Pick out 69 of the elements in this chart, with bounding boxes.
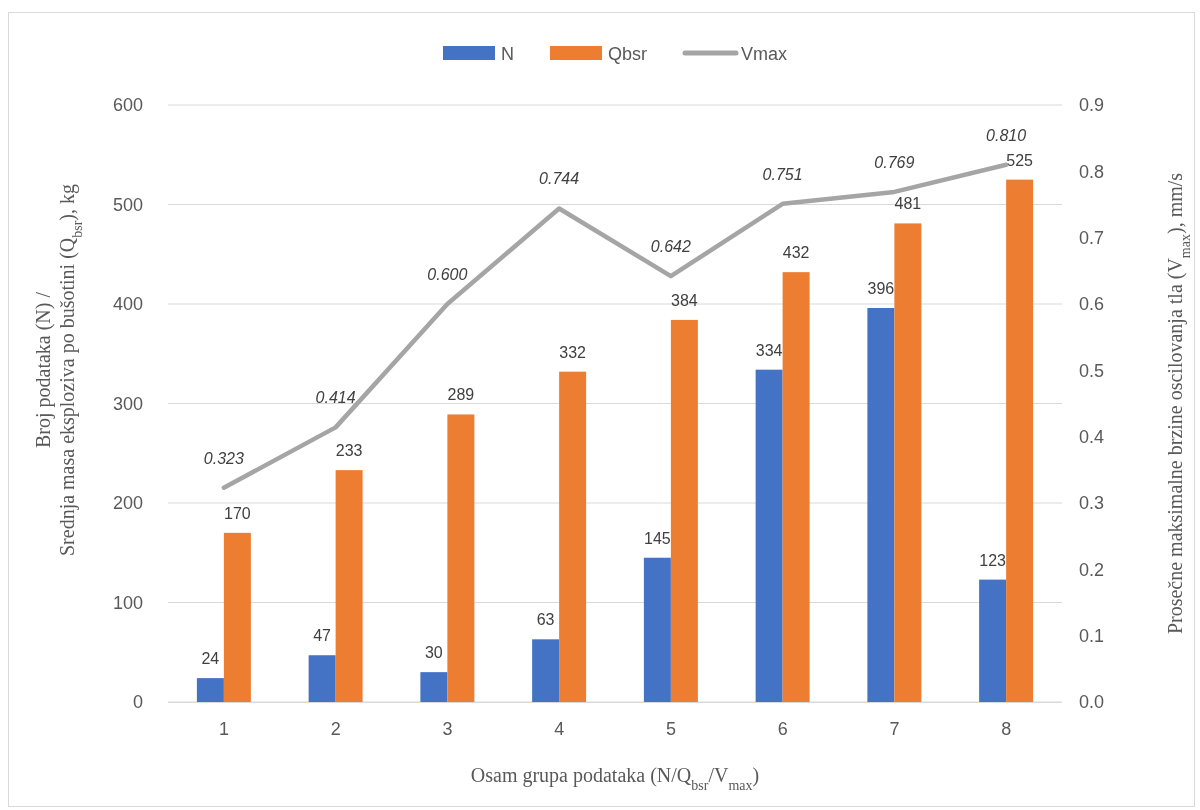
data-label: 47 — [313, 627, 332, 645]
bar — [532, 639, 560, 702]
bar — [559, 371, 587, 702]
data-label: 334 — [755, 341, 783, 359]
bar — [979, 579, 1007, 702]
y2-tick-label: 0.9 — [1079, 95, 1105, 116]
data-label: 289 — [447, 386, 475, 404]
data-label: 0.600 — [427, 266, 468, 283]
x-tick-label: 2 — [330, 718, 341, 739]
data-label: 0.769 — [874, 153, 915, 171]
data-label: 233 — [335, 442, 363, 460]
y2-tick-label: 0.2 — [1079, 559, 1105, 580]
data-label: 30 — [424, 644, 443, 662]
y2-tick-label: 0.3 — [1079, 493, 1105, 514]
y-tick-label: 0 — [132, 692, 143, 713]
data-label: 24 — [201, 650, 220, 668]
bar — [755, 369, 783, 702]
bar — [308, 655, 336, 702]
y-tick-label: 600 — [112, 95, 143, 116]
y-tick-label: 300 — [112, 393, 143, 414]
data-label: 384 — [671, 291, 698, 309]
data-label: 170 — [224, 504, 251, 522]
x-tick-label: 7 — [889, 718, 900, 739]
data-label: 145 — [644, 529, 671, 547]
legend-label: N — [500, 44, 514, 64]
bar — [420, 672, 448, 702]
bar — [196, 678, 224, 702]
bar — [670, 319, 698, 702]
data-label: 0.751 — [762, 165, 803, 183]
y2-tick-label: 0.7 — [1079, 227, 1105, 248]
bar — [1006, 179, 1034, 702]
x-tick-label: 3 — [442, 718, 453, 739]
data-label: 332 — [559, 343, 587, 361]
x-tick-label: 5 — [665, 718, 676, 739]
x-tick-label: 8 — [1001, 718, 1012, 739]
data-label: 123 — [979, 551, 1007, 569]
bar — [867, 307, 895, 702]
data-label: 63 — [536, 611, 555, 629]
bar — [447, 414, 475, 702]
y-tick-label: 100 — [112, 592, 143, 613]
x-tick-label: 1 — [218, 718, 229, 739]
y2-tick-label: 0.4 — [1079, 426, 1105, 447]
y-tick-label: 500 — [112, 194, 143, 215]
bar — [894, 223, 922, 702]
x-axis-title: Osam grupa podataka (N/Q$_{bsr}$/V$_{max}$) — [470, 764, 760, 793]
x-tick-label: 4 — [554, 718, 565, 739]
x-tick-label: 6 — [777, 718, 788, 739]
bar — [643, 557, 671, 702]
bar — [782, 272, 810, 702]
data-label: 525 — [1006, 151, 1034, 169]
bar — [335, 470, 363, 702]
y2-tick-label: 0.0 — [1079, 692, 1105, 713]
y2-tick-label: 0.8 — [1079, 161, 1105, 182]
data-label: 396 — [867, 279, 895, 297]
data-label: 0.744 — [539, 170, 580, 188]
bar — [223, 532, 251, 702]
y2-tick-label: 0.6 — [1079, 294, 1105, 315]
y-tick-label: 400 — [112, 294, 143, 315]
y2-tick-label: 0.5 — [1079, 360, 1105, 381]
data-label: 432 — [782, 244, 810, 262]
y-tick-label: 200 — [112, 493, 143, 514]
data-label: 0.642 — [650, 238, 691, 256]
data-label: 0.810 — [986, 126, 1027, 144]
legend-label: Qbsr — [607, 44, 647, 64]
data-label: 0.414 — [315, 389, 356, 407]
data-label: 481 — [894, 195, 922, 213]
y2-tick-label: 0.1 — [1079, 625, 1105, 646]
legend-label: Vmax — [741, 44, 788, 64]
data-label: 0.323 — [203, 449, 244, 467]
